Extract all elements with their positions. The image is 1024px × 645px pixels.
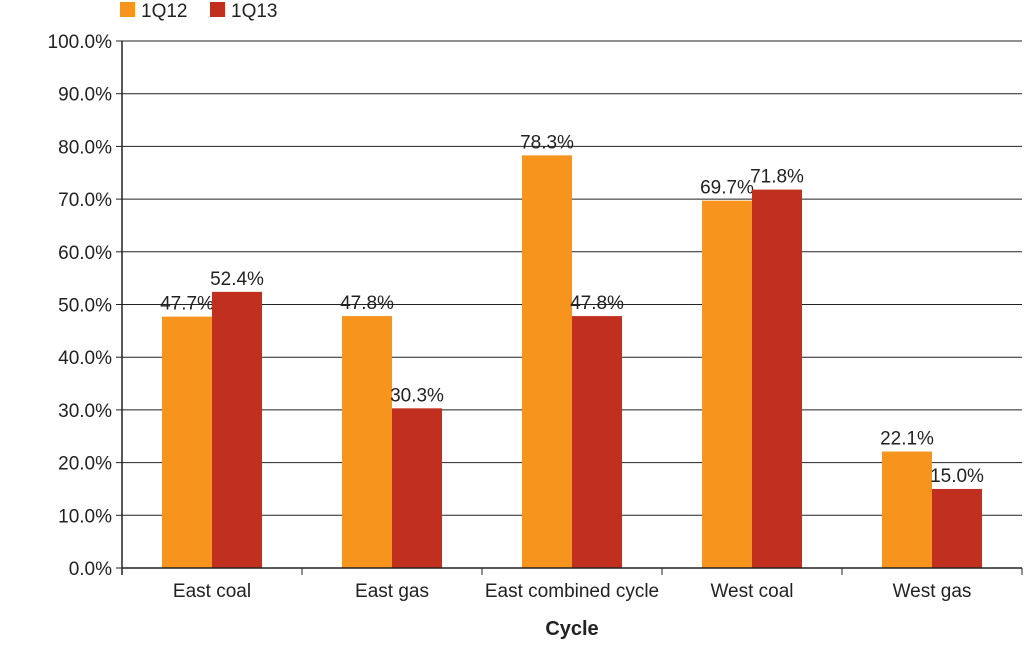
x-tick-label: West coal: [710, 581, 793, 602]
bar-1Q12-east-coal: [162, 316, 212, 568]
legend-label: 1Q12: [141, 1, 187, 22]
data-label: 22.1%: [880, 429, 934, 450]
legend-swatch: [120, 2, 135, 17]
y-tick-label: 0.0%: [69, 559, 112, 580]
x-tick-label: East gas: [355, 581, 429, 602]
data-label: 15.0%: [930, 466, 984, 487]
x-tick-label: East combined cycle: [485, 581, 659, 602]
data-label: 69.7%: [700, 178, 754, 199]
y-tick-label: 70.0%: [58, 190, 112, 211]
y-tick-label: 30.0%: [58, 401, 112, 422]
bar-1Q12-west-gas: [882, 451, 932, 568]
legend-swatch: [210, 2, 225, 17]
y-tick-label: 100.0%: [48, 32, 113, 53]
data-label: 47.8%: [570, 293, 624, 314]
data-label: 47.8%: [340, 293, 394, 314]
x-axis-title: Cycle: [545, 618, 598, 640]
bar-1Q12-east-gas: [342, 316, 392, 568]
y-tick-label: 80.0%: [58, 137, 112, 158]
x-tick-label: East coal: [173, 581, 251, 602]
y-tick-label: 10.0%: [58, 506, 112, 527]
bar-1Q13-east-coal: [212, 291, 262, 568]
bar-1Q13-east-gas: [392, 408, 442, 568]
y-tick-label: 50.0%: [58, 296, 112, 317]
bar-1Q12-east-combined-cycle: [522, 155, 572, 568]
legend-label: 1Q13: [231, 1, 277, 22]
data-label: 47.7%: [160, 294, 214, 315]
bar-1Q13-east-combined-cycle: [572, 316, 622, 568]
data-label: 30.3%: [390, 385, 444, 406]
data-label: 71.8%: [750, 167, 804, 188]
bar-1Q13-west-gas: [932, 488, 982, 568]
bar-1Q13-west-coal: [752, 189, 802, 568]
y-tick-label: 20.0%: [58, 454, 112, 475]
x-tick-label: West gas: [893, 581, 972, 602]
y-tick-label: 90.0%: [58, 85, 112, 106]
y-tick-label: 60.0%: [58, 243, 112, 264]
y-tick-label: 40.0%: [58, 348, 112, 369]
data-label: 78.3%: [520, 132, 574, 153]
bar-1Q12-west-coal: [702, 200, 752, 568]
data-label: 52.4%: [210, 269, 264, 290]
